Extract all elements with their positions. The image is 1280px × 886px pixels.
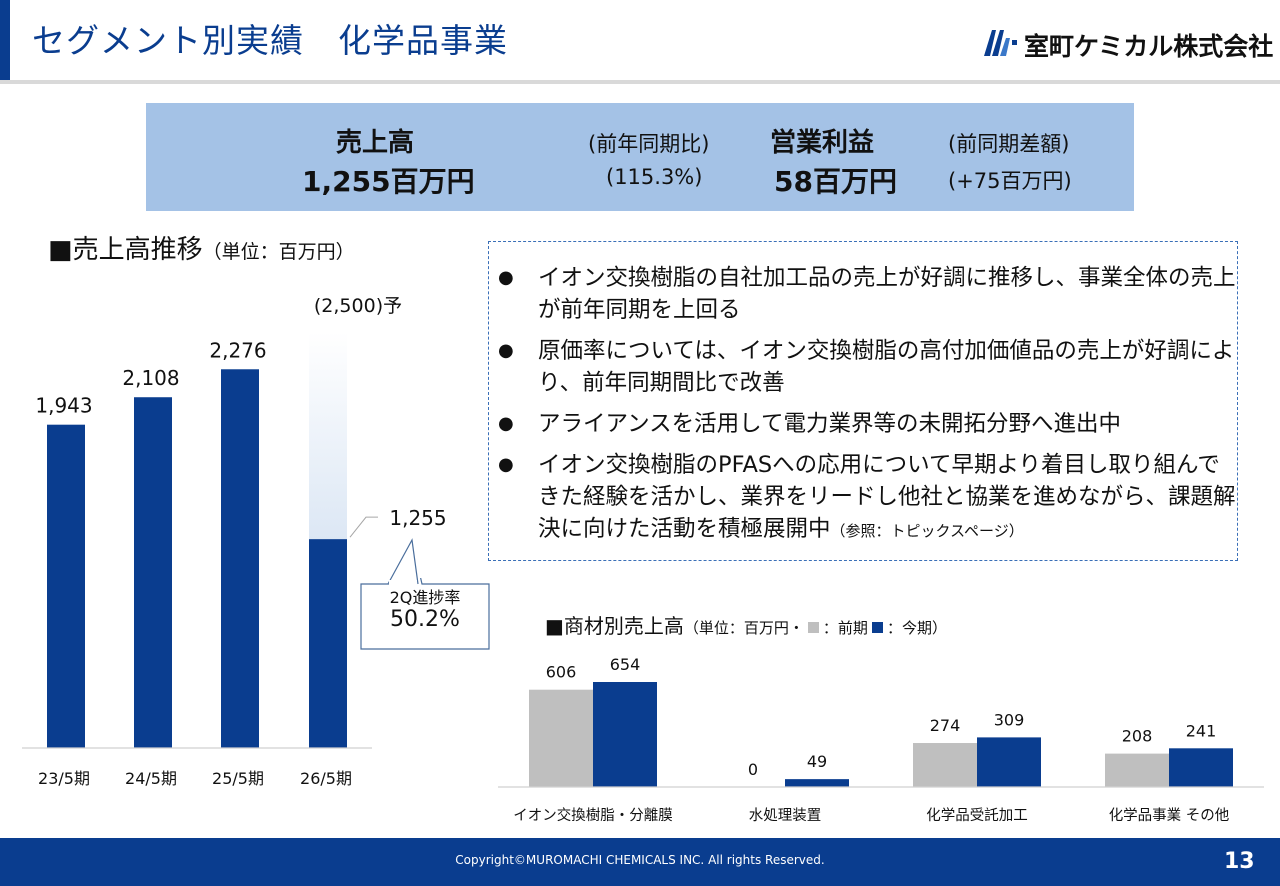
sales-trend-unit: （単位：百万円） bbox=[202, 241, 355, 263]
material-sales-title: ■商材別売上高 bbox=[545, 614, 684, 638]
summary-box bbox=[146, 103, 1134, 211]
profit-value: 58百万円 bbox=[774, 165, 897, 198]
sales-category-label: 26/5期 bbox=[300, 769, 352, 788]
sales-value-label: 1,255 bbox=[389, 506, 446, 530]
curr-period-bar bbox=[977, 737, 1041, 787]
key-point: ● 原価率については、イオン交換樹脂の高付加価値品の売上が好調により、前年同期間比… bbox=[498, 335, 1238, 399]
material-category-label: 水処理装置 bbox=[749, 807, 822, 824]
prev-period-bar bbox=[1105, 753, 1169, 787]
material-value-label: 241 bbox=[1186, 721, 1217, 740]
material-value-label: 49 bbox=[807, 752, 827, 771]
leader-line bbox=[349, 516, 378, 538]
sales-value: 1,255百万円 bbox=[302, 165, 475, 198]
diff-value: (+75百万円) bbox=[948, 169, 1072, 193]
company-logo-icon bbox=[984, 30, 1017, 56]
sales-trend-chart: (2,500)予 1,943 23/5期 2,108 24/5期 2,276 25/5期 1,… bbox=[22, 295, 447, 788]
header-accent-bar bbox=[0, 0, 10, 80]
progress-callout bbox=[360, 578, 490, 650]
material-value-label: 0 bbox=[748, 760, 758, 779]
key-points-box bbox=[488, 241, 1238, 561]
material-value-label: 654 bbox=[610, 655, 641, 674]
curr-period-bar bbox=[1169, 748, 1233, 787]
sales-bar bbox=[47, 424, 85, 748]
sales-value-label: 2,108 bbox=[122, 366, 179, 390]
bullet-icon: ● bbox=[498, 267, 514, 288]
progress-value: 50.2% bbox=[390, 607, 460, 632]
curr-period-bar bbox=[593, 682, 657, 787]
material-value-label: 274 bbox=[930, 716, 961, 735]
bullet-icon: ● bbox=[498, 413, 514, 434]
page-title: セグメント別実績 化学品事業 bbox=[32, 21, 508, 60]
header-divider bbox=[0, 80, 1280, 84]
sales-trend-title: ■売上高推移 bbox=[48, 235, 203, 265]
key-point: ● イオン交換樹脂のPFASへの応用について早期より着目し取り組んできた経験を活か… bbox=[498, 449, 1238, 547]
sales-label: 売上高 bbox=[336, 128, 415, 158]
curr-period-bar bbox=[785, 779, 849, 787]
legend-prev-label: ：前期 bbox=[822, 619, 868, 637]
yoy-label: (前年同期比) bbox=[588, 132, 710, 156]
material-value-label: 208 bbox=[1122, 727, 1153, 746]
legend-prev-swatch bbox=[807, 622, 819, 633]
material-sales-chart: 606 654 イオン交換樹脂・分離膜 0 49 水処理装置 274 309 化学品受託加工 20… bbox=[498, 655, 1264, 824]
company-name: 室町ケミカル株式会社 bbox=[1024, 32, 1274, 61]
material-sales-heading: ■商材別売上高（単位：百万円・ ：前期 ：今期） bbox=[545, 610, 947, 639]
key-points-list: ● イオン交換樹脂の自社加工品の売上が好調に推移し、事業全体の売上が前年同期を上回… bbox=[498, 262, 1238, 556]
prev-period-bar bbox=[529, 689, 593, 787]
diff-label: (前同期差額) bbox=[948, 132, 1070, 156]
copyright-text: Copyright©MUROMACHI CHEMICALS INC. All r… bbox=[455, 853, 825, 867]
material-category-label: 化学品受託加工 bbox=[926, 807, 1028, 824]
material-category-label: 化学品事業 その他 bbox=[1109, 807, 1230, 824]
prev-period-bar bbox=[913, 743, 977, 787]
sales-category-label: 25/5期 bbox=[212, 769, 264, 788]
profit-label: 営業利益 bbox=[770, 128, 875, 158]
sales-bar bbox=[221, 369, 259, 748]
sales-category-label: 23/5期 bbox=[38, 769, 90, 788]
forecast-label: (2,500)予 bbox=[314, 295, 402, 317]
key-point: ● イオン交換樹脂の自社加工品の売上が好調に推移し、事業全体の売上が前年同期を上回… bbox=[498, 262, 1238, 326]
page-number: 13 bbox=[1224, 849, 1255, 874]
bullet-icon: ● bbox=[498, 454, 514, 475]
material-value-label: 309 bbox=[994, 710, 1025, 729]
bullet-icon: ● bbox=[498, 340, 514, 361]
progress-label: 2Q進捗率 bbox=[389, 588, 461, 607]
material-unit: （単位：百万円・ bbox=[683, 619, 804, 637]
sales-category-label: 24/5期 bbox=[125, 769, 177, 788]
sales-value-label: 1,943 bbox=[35, 394, 92, 418]
material-value-label: 606 bbox=[546, 663, 577, 682]
callout-pointer bbox=[387, 538, 419, 586]
key-point: ● アライアンスを活用して電力業界等の未開拓分野へ進出中 bbox=[498, 408, 1238, 440]
sales-bar bbox=[309, 539, 347, 748]
legend-curr-label: ：今期） bbox=[886, 619, 947, 637]
sales-value-label: 2,276 bbox=[209, 338, 266, 362]
material-category-label: イオン交換樹脂・分離膜 bbox=[513, 806, 673, 824]
legend-curr-swatch bbox=[871, 622, 883, 633]
yoy-value: (115.3%) bbox=[606, 165, 703, 189]
sales-trend-heading: ■売上高推移（単位：百万円） bbox=[48, 229, 355, 266]
footer-bar bbox=[0, 838, 1280, 886]
sales-bar bbox=[134, 397, 172, 748]
reference-note: （参照：トピックスページ） bbox=[830, 522, 1024, 540]
